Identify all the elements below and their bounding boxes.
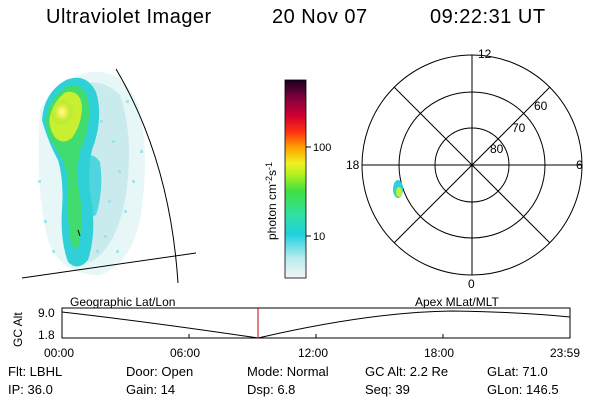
mlt-label-0: 0 — [468, 277, 475, 291]
mlat-label-80: 80 — [490, 142, 504, 156]
aurora-speckle — [38, 100, 143, 253]
time-tick-2359: 23:59 — [550, 346, 580, 360]
gc-alt-field: GC Alt: 2.2 Re — [365, 364, 449, 379]
latitude-line — [21, 252, 197, 279]
glat-field: GLat: 71.0 — [487, 364, 548, 379]
door-field: Door: Open — [126, 364, 194, 379]
mlt-label-18: 18 — [346, 158, 360, 172]
altitude-timeline: Geographic Lat/Lon Apex MLat/MLT GC Alt … — [11, 295, 580, 360]
mlat-label-60: 60 — [534, 99, 548, 113]
mlt-label-12: 12 — [478, 47, 492, 61]
polar-dial: 12 18 6 0 60 70 80 — [346, 47, 583, 291]
color-scale-tick-100: 100 — [313, 142, 331, 154]
glon-field: GLon: 146.5 — [487, 382, 559, 397]
color-scale-gradient — [284, 79, 307, 279]
aurora-peak — [50, 98, 74, 126]
mlat-label-70: 70 — [512, 121, 526, 135]
ip-field: IP: 36.0 — [8, 382, 53, 397]
time-tick-1200: 12:00 — [298, 346, 328, 360]
dial-aurora-spot-core — [396, 187, 402, 197]
gc-alt-axis-label: GC Alt — [11, 312, 25, 347]
right-panel-caption: Apex MLat/MLT — [415, 295, 499, 309]
gain-field: Gain: 14 — [126, 382, 176, 397]
gc-alt-min: 1.8 — [38, 328, 55, 342]
time-tick-1800: 18:00 — [424, 346, 454, 360]
gc-alt-max: 9.0 — [38, 306, 55, 320]
color-scale-unit-label: photon cm-2s-1 — [264, 162, 279, 240]
left-panel-caption: Geographic Lat/Lon — [70, 295, 175, 309]
observation-time: 09:22:31 UT — [430, 6, 546, 28]
tick-mark — [77, 229, 81, 237]
altitude-curve — [61, 310, 571, 339]
mode-field: Mode: Normal — [247, 364, 329, 379]
filter-field: Flt: LBHL — [8, 364, 63, 379]
time-tick-0000: 00:00 — [44, 346, 74, 360]
color-scale-tick-10: 10 — [313, 231, 325, 243]
observation-date: 20 Nov 07 — [272, 6, 368, 28]
color-scale-bar: 100 10 photon cm-2s-1 — [264, 79, 331, 279]
mlt-label-6: 6 — [576, 158, 583, 172]
aurora-patch — [84, 155, 102, 216]
dial-spoke — [393, 86, 551, 244]
instrument-title: Ultraviolet Imager — [46, 6, 212, 28]
dsp-field: Dsp: 6.8 — [247, 382, 296, 397]
seq-field: Seq: 39 — [365, 382, 410, 397]
earth-limb-line — [115, 68, 179, 284]
auroral-image-panel — [21, 68, 197, 284]
time-tick-0600: 06:00 — [170, 346, 200, 360]
